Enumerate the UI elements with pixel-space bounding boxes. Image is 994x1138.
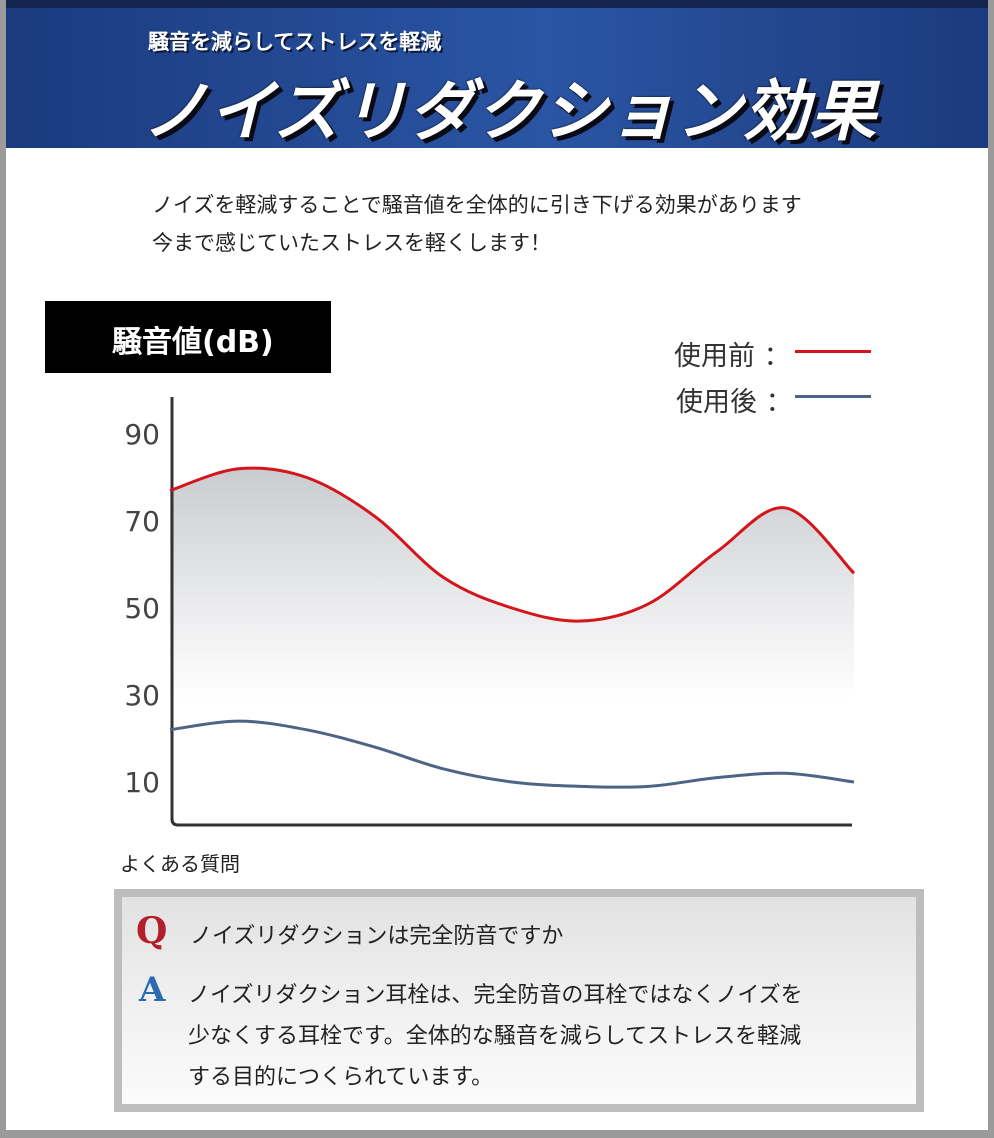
- before-area-fill: [170, 468, 854, 700]
- faq-box: [114, 889, 924, 1112]
- chart-label-box: [45, 301, 331, 373]
- answer-line-1: ノイズリダクション耳栓は、完全防音の耳栓ではなくノイズを: [188, 983, 803, 1008]
- answer-mark: A: [139, 970, 166, 1010]
- intro-text: ノイズを軽減することで騒音値を全体的に引き下げる効果があります 今まで感じていた…: [152, 186, 802, 262]
- y-tick-label: 70: [124, 505, 160, 538]
- legend-after-label: 使用後 ：: [676, 387, 793, 418]
- header-title: ノイズリダクション効果: [142, 73, 878, 150]
- faq-heading: よくある質問: [120, 852, 240, 876]
- answer-line-2: 少なくする耳栓です。全体的な騒音を減らしてストレスを軽減: [188, 1024, 802, 1049]
- legend-before-swatch: [795, 350, 871, 353]
- answer-line-3: する目的につくられています。: [188, 1065, 494, 1090]
- y-tick-label: 50: [124, 592, 160, 625]
- intro-line-2: 今まで感じていたストレスを軽くします！: [152, 231, 551, 255]
- header-subtitle: 騒音を減らしてストレスを軽減: [148, 30, 442, 54]
- chart-axes: [170, 397, 852, 827]
- y-tick-label: 10: [124, 766, 160, 799]
- y-tick-label: 30: [124, 679, 160, 712]
- faq-answer: ノイズリダクション耳栓は、完全防音の耳栓ではなくノイズを 少なくする耳栓です。全…: [188, 975, 803, 1098]
- header-banner: 騒音を減らしてストレスを軽減 ノイズリダクション効果: [0, 0, 994, 150]
- question-mark: Q: [136, 910, 168, 952]
- chart-y-label: 騒音値(dB): [112, 325, 274, 360]
- y-tick-label: 90: [124, 418, 160, 451]
- intro-line-1: ノイズを軽減することで騒音値を全体的に引き下げる効果があります: [152, 193, 802, 217]
- legend-after-swatch: [795, 395, 871, 398]
- noise-chart: 90 70 50 30 10: [124, 397, 856, 827]
- legend-before-label: 使用前 ：: [674, 341, 791, 372]
- series-line-before: [169, 466, 856, 623]
- faq-question: ノイズリダクションは完全防音ですか: [190, 924, 564, 949]
